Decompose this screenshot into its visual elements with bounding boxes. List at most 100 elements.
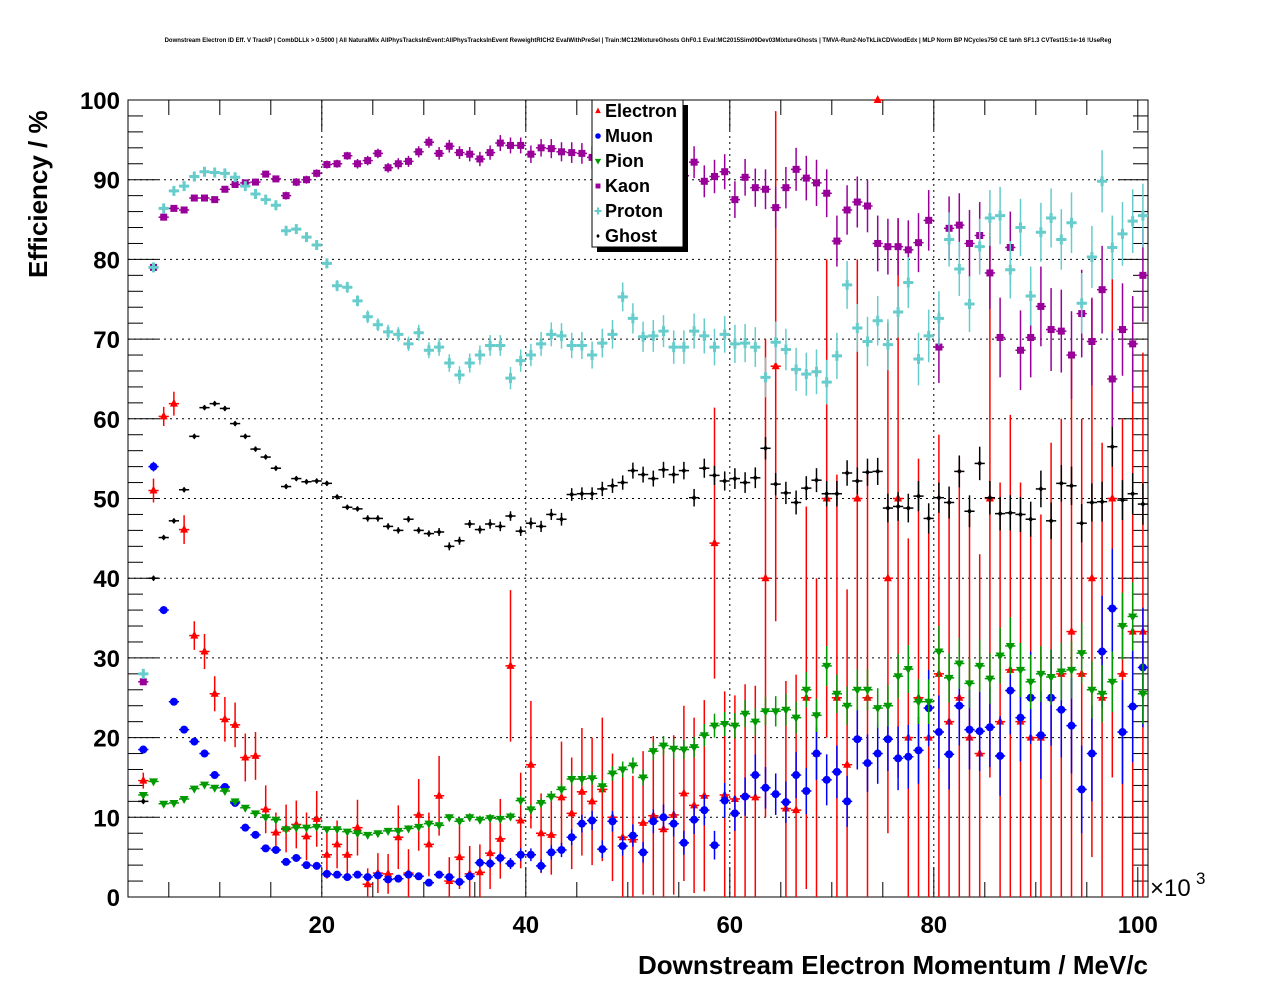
marker-circle [373, 871, 382, 880]
data-point-pion [811, 698, 822, 733]
marker-cross [944, 234, 955, 245]
marker-square [1108, 375, 1116, 383]
data-point-muon [801, 767, 812, 815]
marker-cross [1137, 210, 1148, 221]
data-point-pion [791, 701, 802, 734]
data-point-proton [831, 332, 842, 379]
marker-small-diamond [212, 400, 218, 407]
marker-triangle-down [730, 722, 740, 731]
data-point-proton [1046, 188, 1057, 248]
data-point-electron [168, 391, 179, 416]
data-point-kaon [1066, 311, 1077, 399]
data-point-kaon [352, 158, 363, 169]
marker-cross [1086, 252, 1097, 263]
data-point-ghost [485, 519, 496, 529]
marker-circle [832, 767, 841, 776]
marker-cross [556, 330, 567, 341]
marker-cross [903, 277, 914, 288]
marker-small-diamond [395, 527, 401, 534]
data-point-electron [587, 737, 598, 866]
marker-cross [525, 350, 536, 361]
marker-square [853, 198, 861, 206]
marker-cross [913, 354, 924, 365]
marker-square [1119, 326, 1126, 334]
data-point-ghost [536, 520, 547, 532]
marker-triangle-down [149, 778, 158, 787]
marker-square [476, 155, 484, 163]
marker-cross [342, 282, 353, 293]
data-point-kaon [1117, 283, 1128, 376]
data-point-pion [240, 804, 251, 813]
marker-cross [209, 167, 220, 178]
marker-triangle-down [638, 774, 648, 783]
marker-small-diamond [1089, 499, 1095, 506]
marker-triangle-down [424, 820, 434, 829]
data-point-muon [199, 749, 210, 758]
data-point-kaon [393, 158, 404, 170]
marker-square [282, 192, 290, 200]
marker-small-diamond [344, 504, 350, 511]
data-point-muon [740, 777, 751, 816]
marker-square [1027, 334, 1035, 342]
marker-cross [893, 307, 904, 318]
marker-small-diamond [446, 543, 452, 550]
marker-triangle-down [985, 675, 995, 684]
data-point-kaon [1046, 288, 1057, 371]
data-point-muon [362, 873, 373, 882]
data-point-pion [638, 769, 649, 786]
marker-triangle-down [924, 698, 934, 707]
marker-square [160, 213, 168, 221]
marker-triangle-down [659, 742, 668, 751]
data-point-pion [1107, 651, 1118, 713]
data-point-kaon [291, 178, 302, 187]
marker-small-diamond [263, 454, 269, 461]
marker-cross [933, 313, 944, 324]
data-point-electron [495, 798, 506, 879]
marker-circle [690, 815, 699, 824]
data-point-proton [536, 331, 547, 356]
y-axis-title: Efficiency / % [23, 110, 53, 278]
marker-cross [689, 326, 700, 337]
data-point-pion [291, 824, 302, 833]
data-point-proton [587, 341, 598, 369]
data-point-ghost [882, 493, 893, 523]
marker-triangle-down [179, 795, 189, 804]
data-point-pion [138, 791, 149, 800]
marker-square [1129, 340, 1137, 348]
marker-cross [1015, 222, 1026, 233]
marker-triangle-down [404, 825, 413, 834]
data-point-proton [740, 323, 751, 363]
data-point-muon [281, 857, 292, 866]
marker-triangle-up [873, 95, 882, 103]
data-point-ghost [1097, 481, 1108, 522]
data-point-ghost [1086, 483, 1097, 522]
marker-triangle-up [384, 868, 393, 877]
marker-triangle-down [526, 806, 536, 815]
marker-circle [496, 853, 505, 862]
marker-circle [567, 833, 576, 842]
marker-cross [719, 329, 730, 340]
data-point-ghost [944, 486, 955, 519]
marker-square [292, 178, 300, 186]
data-point-proton [546, 322, 557, 347]
marker-triangle-up [792, 805, 801, 814]
marker-cross [974, 241, 985, 252]
data-point-muon [903, 724, 914, 789]
data-point-muon [138, 745, 149, 754]
data-point-proton [158, 203, 169, 214]
data-point-pion [209, 784, 220, 793]
marker-cross [882, 339, 893, 350]
legend-label: Electron [605, 101, 677, 121]
data-point-pion [281, 826, 292, 835]
data-point-proton [199, 166, 210, 177]
marker-circle [996, 751, 1005, 760]
data-point-electron [301, 812, 312, 861]
marker-circle [312, 861, 321, 870]
marker-triangle-down [302, 824, 311, 833]
marker-square [690, 158, 698, 166]
data-point-pion [1035, 645, 1046, 702]
marker-cross [617, 291, 628, 302]
marker-small-diamond [926, 515, 932, 522]
data-point-ghost [566, 488, 577, 501]
marker-cross [138, 668, 149, 679]
